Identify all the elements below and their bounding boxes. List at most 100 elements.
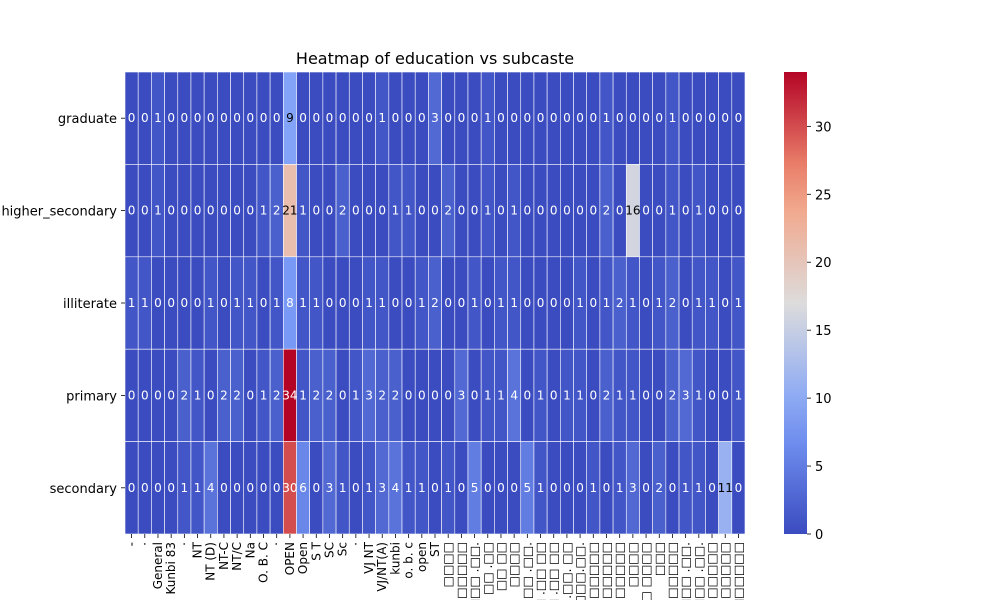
cell-value-label: 0 — [471, 204, 479, 218]
cell-value-label: 0 — [537, 204, 545, 218]
cell-value-label: 0 — [497, 204, 505, 218]
cell-value-label: 0 — [418, 204, 426, 218]
cell-value-label: 0 — [721, 111, 729, 125]
colorbar-tick-label: 0 — [815, 528, 823, 543]
x-tick-label: □□□ .□□. — [679, 542, 693, 600]
x-tick-label: Na — [243, 542, 257, 558]
x-tick-label: · — [177, 542, 191, 546]
cell-value-label: 0 — [260, 296, 268, 310]
cell-value-label: 2 — [669, 296, 677, 310]
cell-value-label: 1 — [655, 296, 663, 310]
cell-value-label: 0 — [128, 204, 136, 218]
cell-value-label: 0 — [194, 111, 202, 125]
x-tick-label: □□□ — [652, 542, 666, 576]
cell-value-label: 0 — [392, 111, 400, 125]
cell-value-label: 0 — [603, 481, 611, 495]
x-tick-label: O. B. C — [257, 542, 271, 583]
cell-value-label: 1 — [418, 296, 426, 310]
cell-value-label: 0 — [589, 296, 597, 310]
cell-value-label: 1 — [484, 111, 492, 125]
cell-value-label: 1 — [273, 296, 281, 310]
cell-value-label: 0 — [181, 296, 189, 310]
x-tick-label: □□□□ — [626, 542, 640, 587]
cell-value-label: 0 — [616, 111, 624, 125]
cell-value-label: 0 — [220, 296, 228, 310]
cell-value-label: 0 — [695, 111, 703, 125]
cell-value-label: 1 — [339, 481, 347, 495]
cell-value-label: 0 — [220, 481, 228, 495]
cell-value-label: 1 — [181, 481, 189, 495]
x-tick-label: □□ □□ — [494, 542, 508, 591]
cell-value-label: 0 — [418, 388, 426, 402]
y-tick-label: higher_secondary — [1, 205, 117, 220]
cell-value-label: 0 — [642, 111, 650, 125]
x-tick-label: · — [349, 542, 363, 546]
x-tick-label: General — [151, 542, 165, 589]
x-tick-label: Kunbi 83 — [164, 542, 178, 595]
cell-value-label: 1 — [510, 296, 518, 310]
cell-value-label: 0 — [141, 481, 149, 495]
colorbar-tick-label: 10 — [815, 392, 832, 407]
cell-value-label: 0 — [246, 481, 254, 495]
cell-value-label: 0 — [458, 296, 466, 310]
x-tick-label: □ □□□□□ — [718, 542, 732, 600]
cell-value-label: 0 — [405, 388, 413, 402]
cell-value-label: 1 — [246, 296, 254, 310]
cell-value-label: 2 — [312, 388, 320, 402]
cell-value-label: 0 — [484, 296, 492, 310]
cell-value-label: 0 — [471, 388, 479, 402]
cell-value-label: 2 — [181, 388, 189, 402]
cell-value-label: 2 — [616, 296, 624, 310]
cell-value-label: 0 — [550, 296, 558, 310]
cell-value-label: 0 — [260, 111, 268, 125]
cell-value-label: 1 — [154, 204, 162, 218]
x-tick-label: □ □□□□□ — [599, 542, 613, 600]
x-tick-label: □□□□□ — [665, 542, 679, 599]
cell-value-label: 1 — [128, 296, 136, 310]
cell-value-label: 16 — [625, 204, 640, 218]
x-axis-ticks: - · General Kunbi 83 · NT NT (D) NT-C NT/C Na O. B… — [125, 534, 745, 600]
cell-value-label: 1 — [352, 388, 360, 402]
cell-value-label: 1 — [616, 388, 624, 402]
cell-value-label: 2 — [273, 388, 281, 402]
cell-value-label: 0 — [405, 111, 413, 125]
cell-value-label: 0 — [233, 481, 241, 495]
cell-value-label: 1 — [497, 296, 505, 310]
cell-value-label: 0 — [708, 481, 716, 495]
cell-value-label: 0 — [273, 481, 281, 495]
x-tick-label: □ □□□□ — [639, 542, 653, 600]
cell-value-label: 2 — [655, 481, 663, 495]
cell-value-label: 0 — [537, 296, 545, 310]
cell-value-label: 21 — [282, 204, 297, 218]
cell-value-label: 1 — [299, 296, 307, 310]
cell-value-label: 1 — [708, 296, 716, 310]
cell-value-label: 2 — [603, 204, 611, 218]
cell-value-label: 0 — [207, 111, 215, 125]
cell-value-label: 1 — [471, 296, 479, 310]
cell-value-label: 1 — [312, 296, 320, 310]
cell-value-label: 0 — [510, 481, 518, 495]
cell-value-label: 1 — [484, 204, 492, 218]
cell-value-label: 1 — [629, 388, 637, 402]
cell-value-label: 1 — [510, 204, 518, 218]
cell-value-label: 0 — [550, 204, 558, 218]
cell-value-label: 0 — [576, 481, 584, 495]
cell-value-label: 4 — [510, 388, 518, 402]
cell-value-label: 2 — [326, 388, 334, 402]
cell-value-label: 0 — [392, 296, 400, 310]
cell-value-label: 0 — [260, 481, 268, 495]
x-tick-label: □ □□□□□ — [613, 542, 627, 600]
x-tick-label: □□□□□ — [586, 542, 600, 599]
cell-value-label: 0 — [128, 111, 136, 125]
cell-value-label: 0 — [642, 204, 650, 218]
cell-value-label: 1 — [497, 388, 505, 402]
cell-value-label: 2 — [339, 204, 347, 218]
cell-value-label: 11 — [718, 481, 733, 495]
colorbar-tick-label: 30 — [815, 120, 832, 135]
cell-value-label: 0 — [471, 111, 479, 125]
cell-value-label: 3 — [629, 481, 637, 495]
cell-value-label: 0 — [655, 111, 663, 125]
cell-value-label: 1 — [405, 204, 413, 218]
y-tick-label: illiterate — [63, 297, 117, 312]
cell-value-label: 0 — [458, 204, 466, 218]
